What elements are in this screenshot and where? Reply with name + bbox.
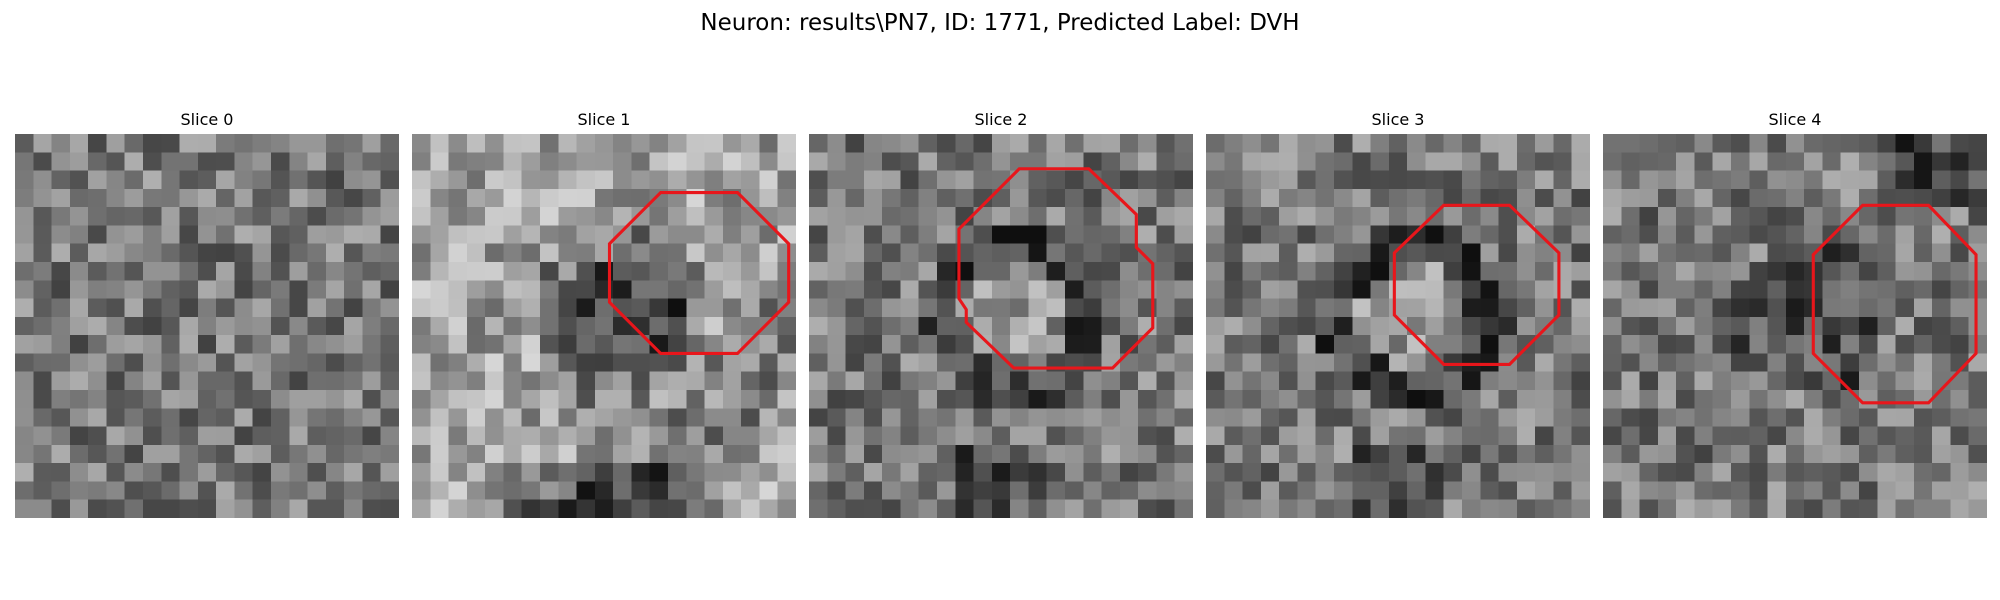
roi-overlay (412, 134, 796, 518)
slice-title: Slice 1 (412, 110, 796, 130)
slice-panel-4: Slice 4 (1603, 110, 1987, 518)
roi-overlay (1206, 134, 1590, 518)
roi-overlay (15, 134, 399, 518)
slice-panel-3: Slice 3 (1206, 110, 1590, 518)
figure-title: Neuron: results\PN7, ID: 1771, Predicted… (0, 8, 2000, 38)
slice-title: Slice 2 (809, 110, 1193, 130)
slice-image (809, 134, 1193, 518)
slice-image (412, 134, 796, 518)
roi-overlay (809, 134, 1193, 518)
slice-image (15, 134, 399, 518)
slice-title: Slice 4 (1603, 110, 1987, 130)
roi-outline (959, 169, 1153, 368)
roi-outline (1813, 205, 1976, 402)
slice-panel-2: Slice 2 (809, 110, 1193, 518)
roi-outline (609, 193, 788, 354)
slice-image (1603, 134, 1987, 518)
roi-outline (1394, 205, 1559, 364)
slice-image (1206, 134, 1590, 518)
slice-title: Slice 0 (15, 110, 399, 130)
slice-panel-1: Slice 1 (412, 110, 796, 518)
slice-panel-0: Slice 0 (15, 110, 399, 518)
roi-overlay (1603, 134, 1987, 518)
slice-title: Slice 3 (1206, 110, 1590, 130)
